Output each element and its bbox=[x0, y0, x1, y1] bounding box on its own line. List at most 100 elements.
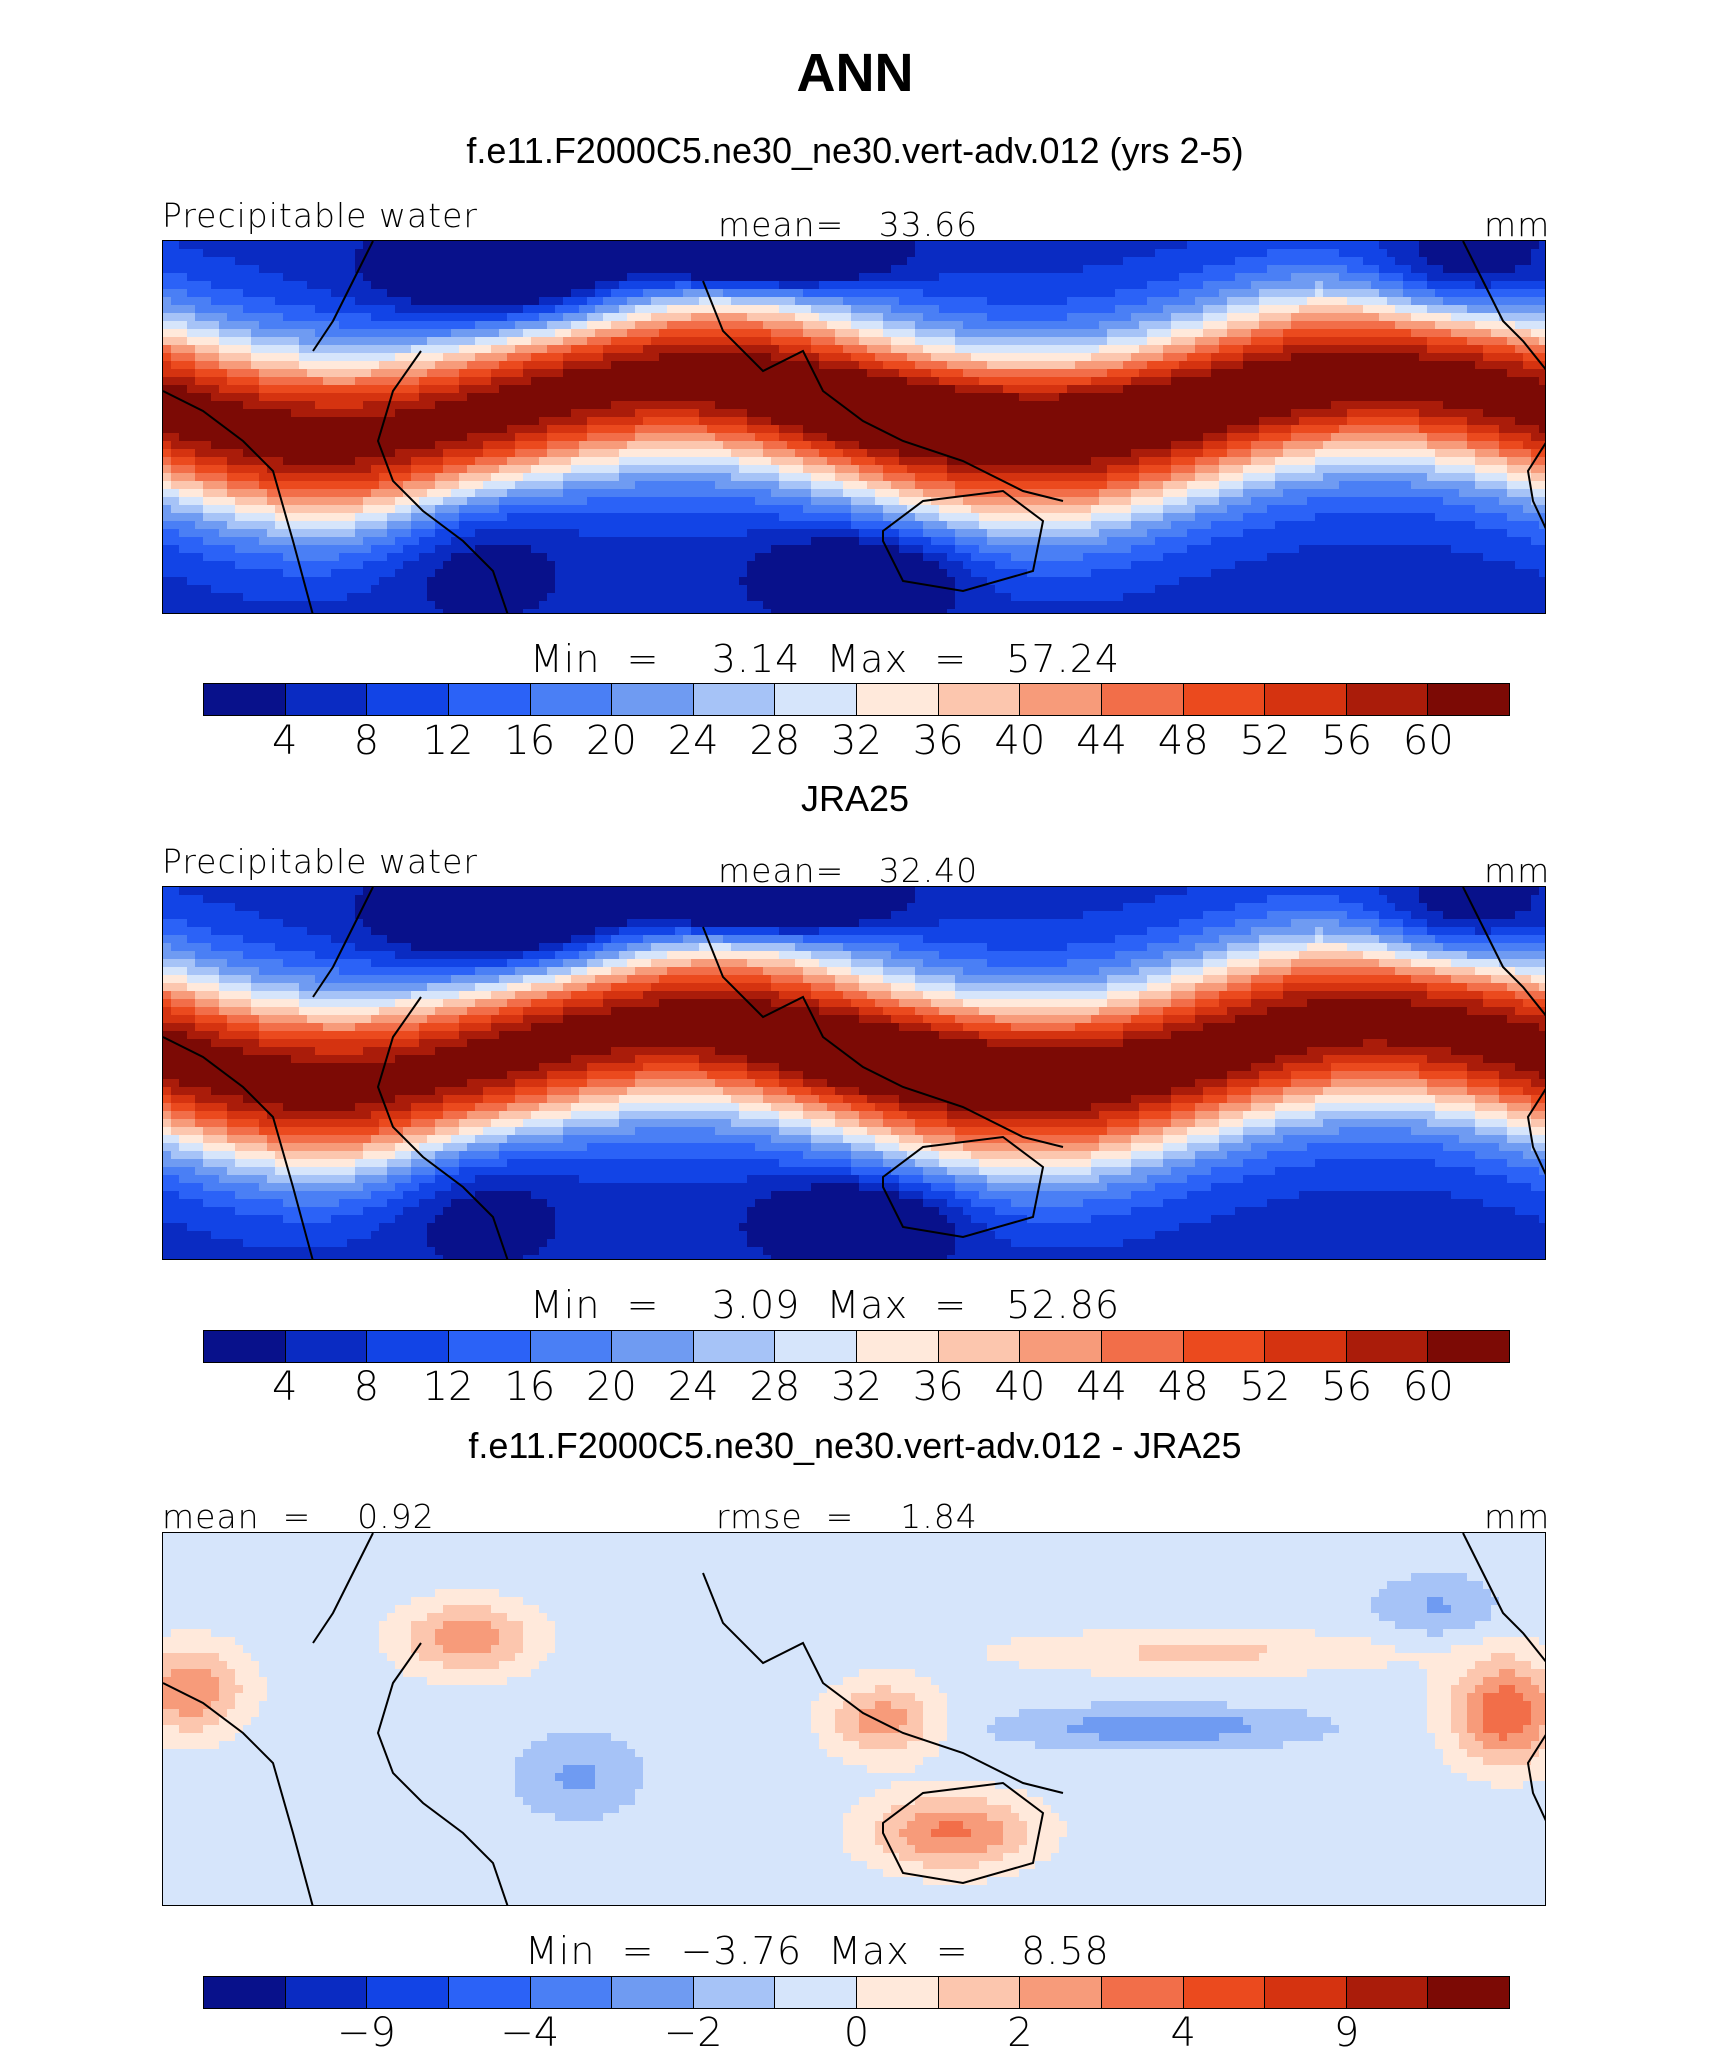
panel-2-colorbar bbox=[203, 1330, 1510, 1363]
colorbar-swatch bbox=[1101, 1331, 1184, 1362]
colorbar-swatch bbox=[448, 684, 531, 715]
colorbar-tick-label: 32 bbox=[831, 718, 882, 764]
colorbar-swatch bbox=[1265, 1331, 1347, 1362]
colorbar-tick-label: 44 bbox=[1076, 1364, 1127, 1410]
colorbar-swatch bbox=[857, 1977, 939, 2008]
panel-2-units-label: mm bbox=[1484, 851, 1550, 890]
panel-1-mean-label: mean= 33.66 bbox=[718, 205, 978, 244]
colorbar-swatch bbox=[448, 1331, 531, 1362]
colorbar-swatch bbox=[367, 1977, 449, 2008]
colorbar-tick-label: 60 bbox=[1403, 718, 1454, 764]
colorbar-tick-label: −9 bbox=[337, 2010, 396, 2056]
colorbar-tick-label: −2 bbox=[664, 2010, 723, 2056]
colorbar-swatch bbox=[1428, 684, 1509, 715]
colorbar-swatch bbox=[1265, 684, 1347, 715]
panel-2-minmax: Min = 3.09 Max = 52.86 bbox=[530, 1283, 1120, 1327]
colorbar-tick-label: 40 bbox=[994, 718, 1045, 764]
colorbar-tick-label: 40 bbox=[994, 1364, 1045, 1410]
colorbar-swatch bbox=[857, 1331, 939, 1362]
colorbar-tick-label: 16 bbox=[504, 1364, 555, 1410]
colorbar-swatch bbox=[530, 684, 613, 715]
colorbar-swatch bbox=[612, 684, 694, 715]
panel-1-units-label: mm bbox=[1484, 205, 1550, 244]
panel-3-map bbox=[162, 1532, 1546, 1906]
colorbar-swatch bbox=[1265, 1977, 1347, 2008]
colorbar-swatch bbox=[530, 1331, 613, 1362]
figure-title: ANN bbox=[0, 42, 1710, 104]
colorbar-swatch bbox=[1346, 684, 1429, 715]
colorbar-swatch bbox=[285, 684, 368, 715]
panel-2-field bbox=[163, 887, 1545, 1259]
colorbar-tick-label: 36 bbox=[913, 1364, 964, 1410]
colorbar-tick-label: 2 bbox=[1007, 2010, 1032, 2056]
panel-1-minmax: Min = 3.14 Max = 57.24 bbox=[530, 637, 1120, 681]
colorbar-swatch bbox=[448, 1977, 531, 2008]
colorbar-swatch bbox=[1346, 1331, 1429, 1362]
colorbar-tick-label: 24 bbox=[668, 718, 719, 764]
colorbar-tick-label: 16 bbox=[504, 718, 555, 764]
colorbar-tick-label: 52 bbox=[1239, 718, 1290, 764]
colorbar-swatch bbox=[285, 1977, 368, 2008]
panel-1-colorbar-ticks: 4 8 12 16 20 24 28 32 36 40 44 48 52 56 60 bbox=[203, 718, 1510, 768]
panel-3-minmax: Min = −3.76 Max = 8.58 bbox=[525, 1929, 1110, 1973]
colorbar-swatch bbox=[367, 684, 449, 715]
panel-2-title: JRA25 bbox=[0, 778, 1710, 820]
panel-2-mean-label: mean= 32.40 bbox=[718, 851, 978, 890]
colorbar-tick-label: 48 bbox=[1158, 1364, 1209, 1410]
colorbar-swatch bbox=[612, 1331, 694, 1362]
colorbar-tick-label: 0 bbox=[844, 2010, 869, 2056]
colorbar-tick-label: 12 bbox=[423, 718, 474, 764]
colorbar-swatch bbox=[204, 1977, 286, 2008]
colorbar-swatch bbox=[775, 684, 857, 715]
panel-2-colorbar-ticks: 4 8 12 16 20 24 28 32 36 40 44 48 52 56 60 bbox=[203, 1364, 1510, 1414]
colorbar-swatch bbox=[1020, 1977, 1102, 2008]
colorbar-swatch bbox=[1346, 1977, 1429, 2008]
colorbar-swatch bbox=[693, 684, 776, 715]
panel-1-variable-label: Precipitable water bbox=[162, 196, 478, 235]
colorbar-swatch bbox=[938, 1977, 1021, 2008]
colorbar-swatch bbox=[1101, 1977, 1184, 2008]
panel-2-variable-label: Precipitable water bbox=[162, 842, 478, 881]
panel-3-title: f.e11.F2000C5.ne30_ne30.vert-adv.012 - J… bbox=[0, 1425, 1710, 1467]
colorbar-tick-label: 32 bbox=[831, 1364, 882, 1410]
colorbar-tick-label: 24 bbox=[668, 1364, 719, 1410]
panel-1-title: f.e11.F2000C5.ne30_ne30.vert-adv.012 (yr… bbox=[0, 130, 1710, 172]
colorbar-swatch bbox=[938, 1331, 1021, 1362]
colorbar-swatch bbox=[1183, 684, 1266, 715]
colorbar-tick-label: 4 bbox=[1171, 2010, 1196, 2056]
colorbar-tick-label: 52 bbox=[1239, 1364, 1290, 1410]
colorbar-tick-label: 20 bbox=[586, 718, 637, 764]
colorbar-tick-label: 36 bbox=[913, 718, 964, 764]
colorbar-tick-label: 8 bbox=[354, 1364, 379, 1410]
colorbar-swatch bbox=[367, 1331, 449, 1362]
colorbar-tick-label: 9 bbox=[1334, 2010, 1359, 2056]
panel-3-colorbar-ticks: −9 −4 −2 0 2 4 9 bbox=[203, 2010, 1510, 2060]
colorbar-swatch bbox=[1101, 684, 1184, 715]
panel-1-colorbar bbox=[203, 683, 1510, 716]
colorbar-swatch bbox=[938, 684, 1021, 715]
colorbar-tick-label: 12 bbox=[423, 1364, 474, 1410]
colorbar-swatch bbox=[204, 1331, 286, 1362]
colorbar-swatch bbox=[693, 1331, 776, 1362]
colorbar-tick-label: 28 bbox=[749, 1364, 800, 1410]
colorbar-swatch bbox=[775, 1331, 857, 1362]
panel-1-map bbox=[162, 240, 1546, 614]
colorbar-tick-label: 28 bbox=[749, 718, 800, 764]
colorbar-swatch bbox=[530, 1977, 613, 2008]
colorbar-tick-label: 44 bbox=[1076, 718, 1127, 764]
panel-3-rmse-label: rmse = 1.84 bbox=[716, 1497, 978, 1536]
colorbar-tick-label: 56 bbox=[1321, 718, 1372, 764]
colorbar-tick-label: 56 bbox=[1321, 1364, 1372, 1410]
colorbar-swatch bbox=[1183, 1977, 1266, 2008]
colorbar-swatch bbox=[775, 1977, 857, 2008]
colorbar-tick-label: 4 bbox=[272, 1364, 297, 1410]
colorbar-swatch bbox=[857, 684, 939, 715]
panel-3-field bbox=[163, 1533, 1545, 1905]
colorbar-tick-label: 60 bbox=[1403, 1364, 1454, 1410]
colorbar-tick-label: −4 bbox=[500, 2010, 559, 2056]
colorbar-tick-label: 20 bbox=[586, 1364, 637, 1410]
colorbar-tick-label: 4 bbox=[272, 718, 297, 764]
colorbar-swatch bbox=[1020, 684, 1102, 715]
colorbar-swatch bbox=[1428, 1977, 1509, 2008]
colorbar-swatch bbox=[1183, 1331, 1266, 1362]
